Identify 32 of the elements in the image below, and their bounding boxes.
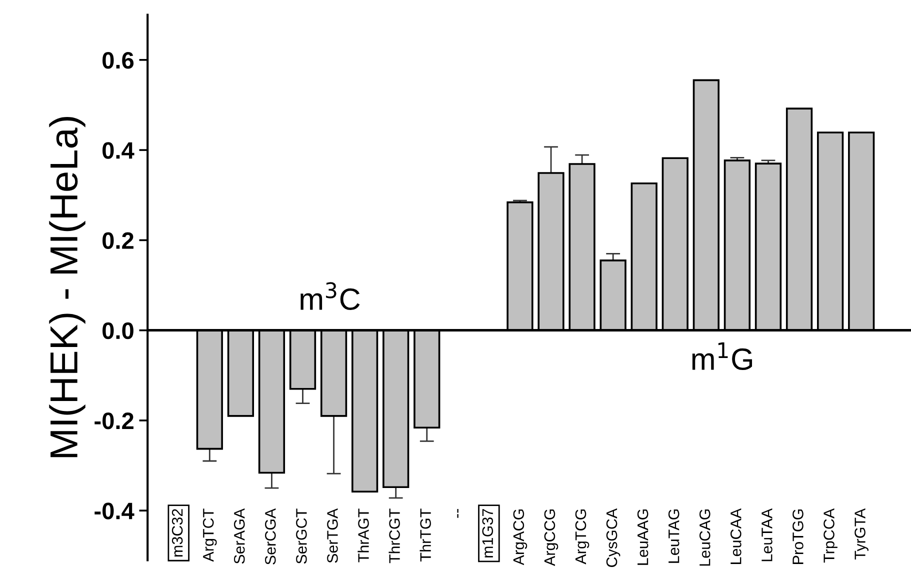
y-tick-label: 0.6 xyxy=(102,52,134,69)
x-tick-label: SerCGA xyxy=(265,508,276,565)
y-tick-label: 0.4 xyxy=(102,142,134,159)
x-tick-label: TrpCCA xyxy=(824,508,838,563)
x-tick-label: CysGCA xyxy=(606,508,620,567)
x-tick-label: ArgACG xyxy=(513,509,528,566)
y-tick-label: -0.4 xyxy=(94,502,134,520)
x-tick-label: TyrGTA xyxy=(854,508,868,560)
y-axis-title: MI(HEK) - MI(HeLa) xyxy=(49,117,86,458)
x-tick-label: LeuCAA xyxy=(730,508,742,564)
x-tick-label: m3C32 xyxy=(172,509,183,557)
x-tick-label: ArgTCT xyxy=(202,508,217,562)
x-tick-label: SerAGA xyxy=(234,508,245,564)
x-tick-label: ArgCCG xyxy=(544,509,558,566)
x-tick-label: ThrTGT xyxy=(420,508,431,562)
x-tick-label: LeuCAG xyxy=(699,509,710,566)
y-tick-label: -0.2 xyxy=(94,412,134,430)
x-tick-label: LeuTAG xyxy=(668,509,680,563)
x-tick-label: ThrAGT xyxy=(358,508,369,562)
annotation: m$^{3}$C xyxy=(300,282,360,310)
x-tick-label: SerTGA xyxy=(327,508,338,563)
x-tick-label: LeuTAA xyxy=(762,508,772,562)
x-tick-label: SerGCT xyxy=(296,508,307,564)
x-tick-label: m1G37 xyxy=(482,509,494,558)
x-tick-label: ProTGG xyxy=(792,509,804,564)
x-tick-label: LeuAAG xyxy=(637,509,648,565)
annotation: m$^{1}$G xyxy=(692,342,752,370)
y-tick-label: 0.2 xyxy=(102,232,134,249)
y-tick-label: 0.0 xyxy=(102,322,134,340)
x-tick-label: ThrCGT xyxy=(388,508,400,564)
x-tick-label: ArgTCG xyxy=(575,509,590,564)
x-tick-label: -- xyxy=(457,509,458,518)
